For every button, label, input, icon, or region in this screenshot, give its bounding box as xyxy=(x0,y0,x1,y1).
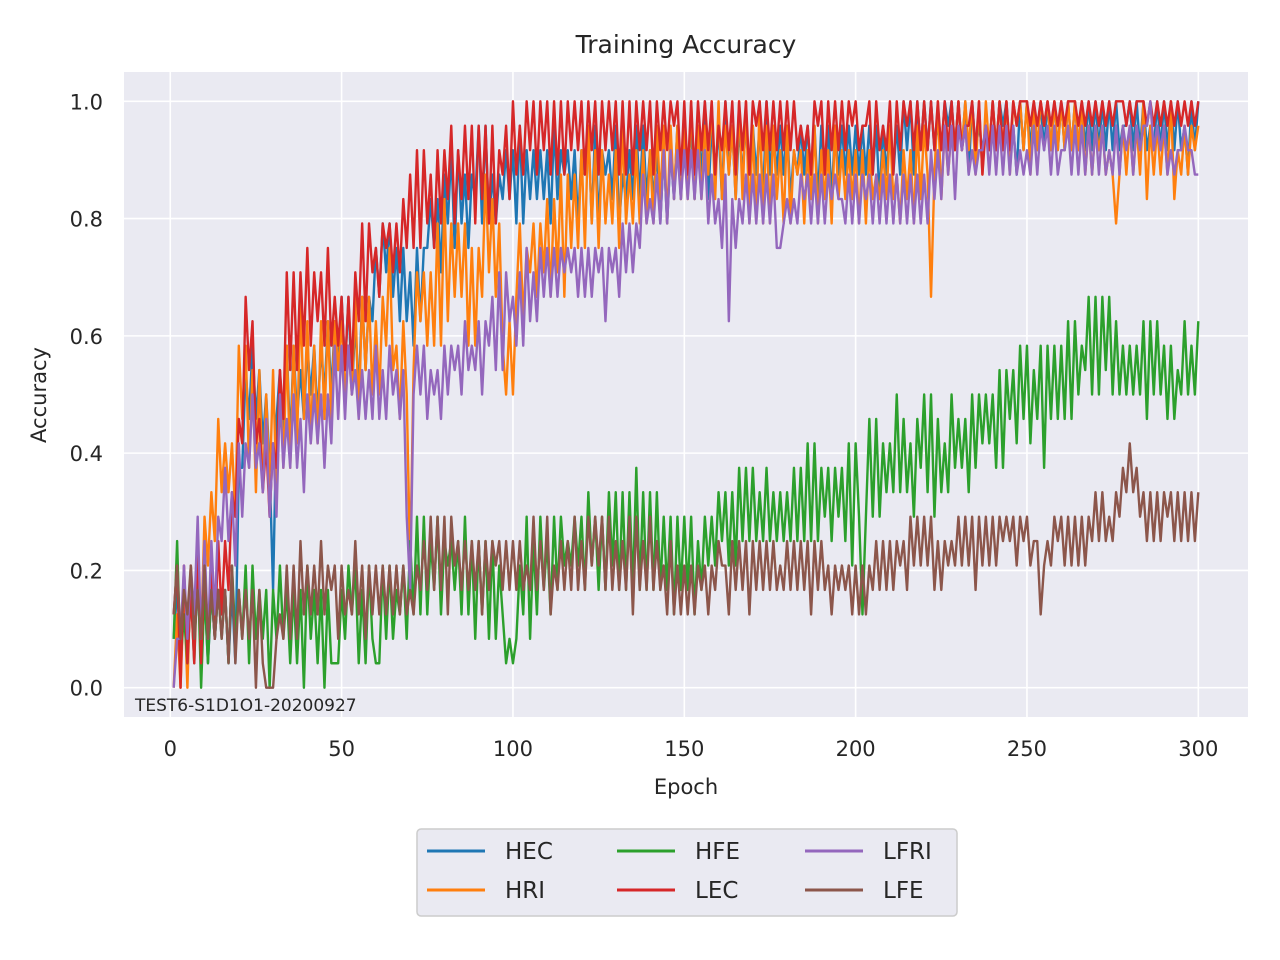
x-tick-label: 200 xyxy=(836,737,876,761)
y-tick-label: 0.6 xyxy=(70,325,103,349)
x-tick-label: 50 xyxy=(328,737,355,761)
tick-labels: 0 50 100 150 200 250 300 0.0 0.2 0.4 0.6 0.8 1.0 xyxy=(70,90,1219,761)
y-tick-label: 0.8 xyxy=(70,208,103,232)
x-tick-label: 0 xyxy=(164,737,177,761)
legend-label-lfri: LFRI xyxy=(883,839,932,865)
series-line-lec xyxy=(172,100,1200,689)
legend-box xyxy=(416,828,958,917)
legend-label-hfe: HFE xyxy=(695,839,740,865)
legend-label-hec: HEC xyxy=(505,839,553,865)
x-tick-label: 150 xyxy=(664,737,704,761)
legend-label-lec: LEC xyxy=(695,878,738,904)
y-tick-label: 0.4 xyxy=(70,442,103,466)
y-tick-label: 1.0 xyxy=(70,90,103,114)
y-tick-label: 0.2 xyxy=(70,559,103,583)
series-line-lfri xyxy=(172,100,1199,688)
series-line-lfe xyxy=(172,442,1200,689)
legend: HEC HRI HFE LEC LFRI LFE xyxy=(416,828,958,917)
chart-title: Training Accuracy xyxy=(575,30,797,59)
legend-label-lfe: LFE xyxy=(883,878,924,904)
run-id-annotation: TEST6-S1D1O1-20200927 xyxy=(134,696,357,716)
series-line-hfe xyxy=(172,295,1200,689)
y-axis-label: Accuracy xyxy=(27,347,51,443)
x-tick-label: 250 xyxy=(1007,737,1047,761)
series-lines xyxy=(172,100,1200,689)
x-tick-label: 100 xyxy=(493,737,533,761)
x-axis-label: Epoch xyxy=(654,775,718,799)
x-tick-label: 300 xyxy=(1178,737,1218,761)
legend-label-hri: HRI xyxy=(505,878,545,904)
y-tick-label: 0.0 xyxy=(70,677,103,701)
